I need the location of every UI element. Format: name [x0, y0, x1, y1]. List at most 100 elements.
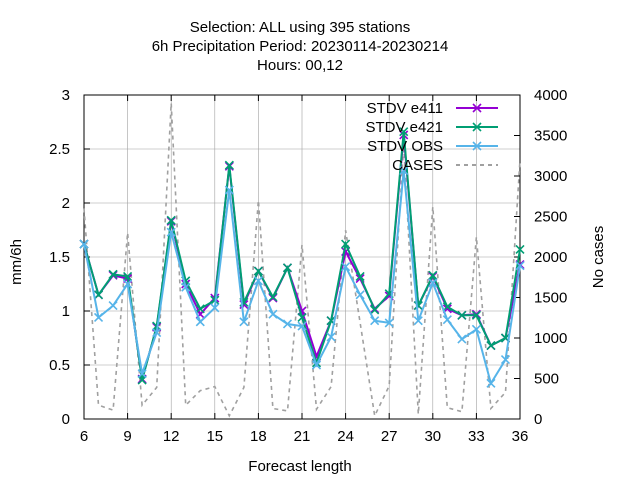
- legend: STDV e411 STDV e421 STDV OBS CASES: [365, 100, 498, 174]
- x-tick-label: 9: [123, 428, 131, 445]
- series-point: [355, 290, 365, 300]
- series-point: [108, 301, 118, 311]
- series-line: [83, 103, 521, 419]
- legend-item: STDV e421: [365, 119, 498, 136]
- series-point: [326, 332, 336, 342]
- series-point: [297, 306, 307, 316]
- legend-label: STDV OBS: [367, 138, 443, 155]
- series-point: [471, 310, 481, 320]
- title-line-2: 6h Precipitation Period: 20230114-202302…: [152, 38, 449, 55]
- series-point: [472, 141, 482, 151]
- series-point: [341, 262, 351, 272]
- series-point: [268, 309, 278, 319]
- series-stdv-obs: [79, 166, 525, 388]
- series-point: [442, 302, 452, 312]
- series-point: [79, 239, 89, 249]
- series-point: [399, 127, 409, 137]
- chart-title: Selection: ALL using 395 stations 6h Pre…: [152, 19, 449, 74]
- x-tick-label: 12: [163, 428, 180, 445]
- series-point: [93, 312, 104, 323]
- x-tick-label: 30: [424, 428, 441, 445]
- series-point: [428, 278, 438, 288]
- y2-axis-label: No cases: [590, 226, 607, 289]
- y-axis-label: mm/6h: [8, 239, 25, 285]
- series-point: [108, 269, 118, 279]
- series-point: [341, 239, 351, 249]
- series-point: [413, 301, 423, 311]
- series-point: [515, 244, 525, 255]
- x-tick-label: 33: [468, 428, 485, 445]
- series-point: [471, 324, 481, 334]
- series-point: [486, 340, 496, 351]
- series-point: [297, 321, 307, 331]
- y-tick-label: 1.5: [49, 249, 70, 266]
- grid: [84, 95, 520, 419]
- x-tick-label: 6: [80, 428, 88, 445]
- x-axis: 6 9 12 15 18 21 24 27 30 33 36: [80, 95, 528, 445]
- series-point: [472, 103, 482, 113]
- x-tick-label: 21: [294, 428, 311, 445]
- y2-tick-label: 3000: [534, 168, 567, 185]
- series-point: [297, 312, 307, 323]
- series-point: [413, 316, 423, 326]
- series-point: [195, 317, 205, 327]
- legend-item: STDV OBS: [367, 138, 498, 155]
- series-cases: [83, 103, 521, 419]
- x-tick-label: 15: [206, 428, 223, 445]
- series-point: [282, 263, 293, 273]
- series-point: [326, 316, 336, 326]
- y-axis-left: 0 0.5 1 1.5 2 2.5 3: [49, 87, 90, 428]
- series-point: [93, 290, 104, 300]
- series-point: [224, 185, 234, 195]
- series-point: [123, 271, 133, 282]
- series-point: [515, 261, 525, 271]
- y-axis-right: 0 500 1000 1500 2000 2500 3000 3500 4000: [514, 87, 567, 428]
- y2-tick-label: 1000: [534, 330, 567, 347]
- y-tick-label: 3: [62, 87, 70, 104]
- series-point: [224, 160, 234, 170]
- series-layer: [79, 103, 525, 419]
- series-point: [282, 319, 293, 329]
- series-point: [370, 316, 380, 326]
- series-point: [442, 315, 452, 325]
- series-point: [210, 303, 220, 313]
- legend-label: CASES: [392, 157, 443, 174]
- series-point: [500, 333, 511, 343]
- y-tick-label: 2: [62, 195, 70, 212]
- series-point: [428, 270, 438, 280]
- series-point: [457, 334, 467, 344]
- series-point: [253, 276, 263, 286]
- title-line-3: Hours: 00,12: [257, 57, 343, 74]
- series-point: [355, 271, 365, 282]
- x-tick-label: 24: [337, 428, 354, 445]
- series-point: [500, 355, 511, 365]
- y-tick-label: 0: [62, 411, 70, 428]
- series-point: [384, 318, 394, 328]
- y2-tick-label: 2000: [534, 249, 567, 266]
- y-tick-label: 2.5: [49, 141, 70, 158]
- legend-label: STDV e421: [365, 119, 443, 136]
- y2-tick-label: 4000: [534, 87, 567, 104]
- series-point: [239, 317, 249, 327]
- series-point: [166, 227, 176, 237]
- y2-tick-label: 0: [534, 411, 542, 428]
- series-point: [137, 375, 147, 385]
- x-axis-label: Forecast length: [248, 458, 351, 475]
- series-point: [195, 304, 205, 314]
- y2-tick-label: 1500: [534, 290, 567, 307]
- legend-item: STDV e411: [367, 100, 498, 117]
- y-tick-label: 0.5: [49, 357, 70, 374]
- series-point: [472, 122, 482, 132]
- y2-tick-label: 2500: [534, 209, 567, 226]
- series-point: [152, 328, 162, 338]
- x-tick-label: 18: [250, 428, 267, 445]
- y2-tick-label: 3500: [534, 128, 567, 145]
- series-point: [457, 310, 467, 320]
- legend-item: CASES: [392, 157, 498, 174]
- x-tick-label: 27: [381, 428, 398, 445]
- series-point: [399, 166, 409, 176]
- series-point: [181, 276, 191, 286]
- title-line-1: Selection: ALL using 395 stations: [190, 19, 410, 36]
- series-point: [181, 282, 191, 292]
